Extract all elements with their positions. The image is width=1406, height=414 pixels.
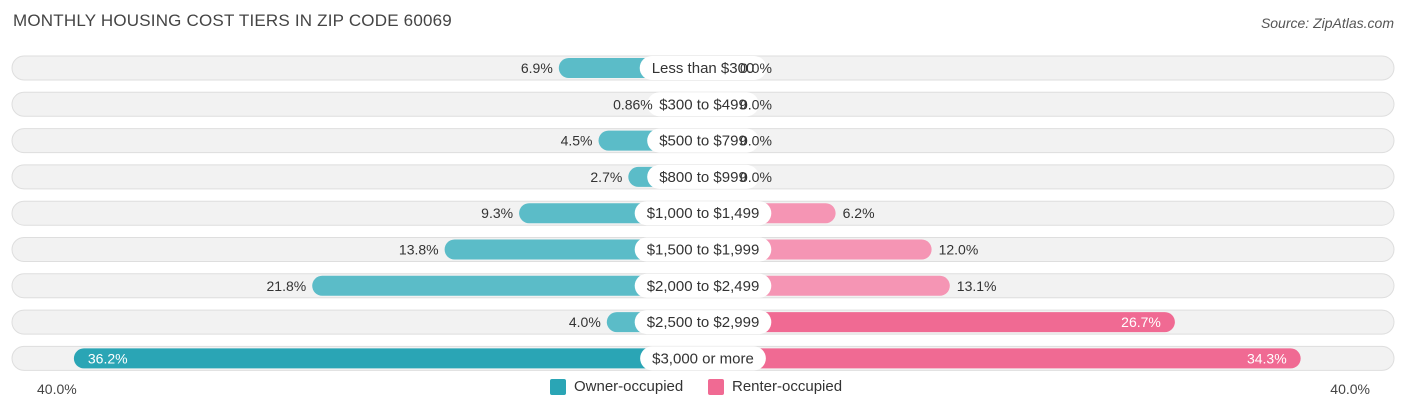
- renter-value-label: 12.0%: [939, 242, 979, 258]
- category-label: $1,000 to $1,499: [647, 205, 760, 222]
- renter-value-label: 0.0%: [740, 96, 772, 112]
- category-label-pill: [634, 201, 772, 226]
- owner-value-label: 4.5%: [561, 133, 593, 149]
- category-label-pill: [647, 128, 759, 153]
- renter-value-label: 0.0%: [740, 60, 772, 76]
- renter-bar: [703, 312, 1175, 333]
- renter-value-label: 13.1%: [957, 278, 997, 294]
- owner-value-label: 4.0%: [569, 314, 601, 330]
- axis-left-label: 40.0%: [37, 381, 77, 397]
- category-label-pill: [647, 164, 759, 189]
- legend-renter-label: Renter-occupied: [732, 378, 843, 395]
- category-label: $3,000 or more: [652, 350, 754, 367]
- legend-renter-swatch: [708, 378, 724, 395]
- renter-value-label: 0.0%: [740, 133, 772, 149]
- category-label: $2,000 to $2,499: [647, 278, 760, 295]
- category-label-pill: [634, 310, 772, 335]
- renter-value-label: 34.3%: [1247, 350, 1287, 366]
- owner-bar: [73, 348, 703, 369]
- source-note: Source: ZipAtlas.com: [1260, 15, 1394, 31]
- owner-value-label: 13.8%: [399, 242, 439, 258]
- category-label: $500 to $799: [659, 133, 747, 150]
- category-label-pill: [647, 92, 759, 117]
- category-label-pill: [639, 56, 767, 80]
- category-label: $1,500 to $1,999: [647, 242, 760, 259]
- owner-value-label: 36.2%: [88, 350, 128, 366]
- legend-owner-swatch: [550, 378, 566, 395]
- legend: Owner-occupied Renter-occupied: [0, 378, 1406, 400]
- renter-value-label: 0.0%: [740, 169, 772, 185]
- owner-value-label: 6.9%: [521, 60, 553, 76]
- owner-value-label: 9.3%: [481, 205, 513, 221]
- legend-owner: Owner-occupied: [550, 378, 683, 395]
- category-label: $800 to $999: [659, 169, 747, 186]
- category-label: $300 to $499: [659, 96, 747, 113]
- chart-title: MONTHLY HOUSING COST TIERS IN ZIP CODE 6…: [13, 11, 452, 30]
- renter-value-label: 6.2%: [843, 205, 875, 221]
- legend-owner-label: Owner-occupied: [574, 378, 684, 395]
- category-label: Less than $300: [652, 60, 755, 77]
- renter-value-label: 26.7%: [1121, 314, 1161, 330]
- category-label: $2,500 to $2,999: [647, 314, 760, 331]
- axis-right-label: 40.0%: [1330, 381, 1370, 397]
- legend-renter: Renter-occupied: [708, 378, 842, 395]
- category-label-pill: [640, 346, 766, 371]
- owner-bar: [312, 275, 703, 296]
- renter-bar: [703, 348, 1301, 369]
- owner-value-label: 0.86%: [613, 96, 653, 112]
- owner-value-label: 21.8%: [267, 278, 307, 294]
- owner-value-label: 2.7%: [590, 169, 622, 185]
- category-label-pill: [634, 237, 772, 262]
- category-label-pill: [634, 273, 772, 298]
